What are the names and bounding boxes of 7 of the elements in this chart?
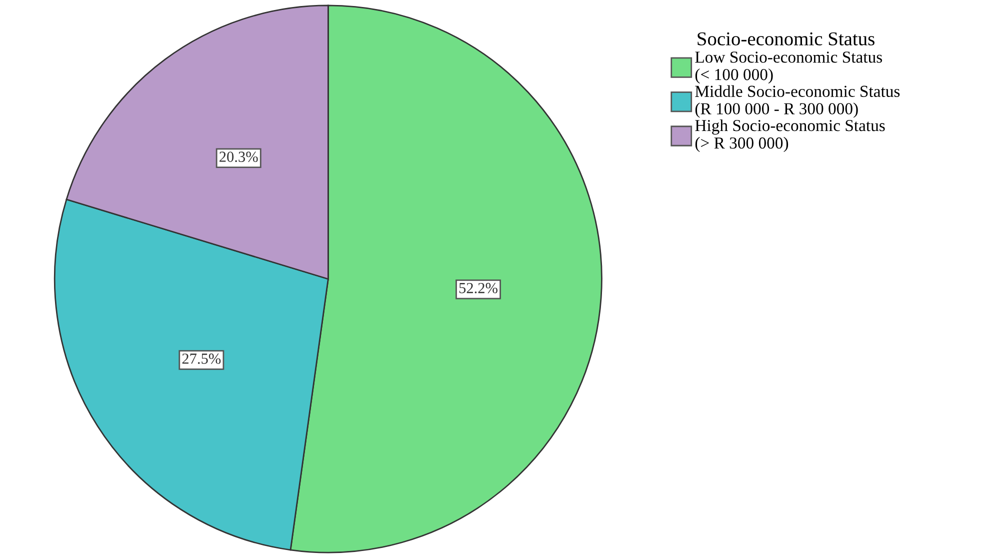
legend-label: High Socio-economic Status (> R 300 000) xyxy=(695,119,885,152)
data-label: 20.3% xyxy=(220,152,258,162)
legend-label: Low Socio-economic Status (< 100 000) xyxy=(695,52,882,84)
data-label: 27.5% xyxy=(182,354,221,364)
legend-title: Socio-economic Status xyxy=(698,32,874,46)
data-label: 52.2% xyxy=(459,282,498,294)
legend-label: Middle Socio-economic Status (R 100 000 - R 300 000) xyxy=(695,85,900,118)
